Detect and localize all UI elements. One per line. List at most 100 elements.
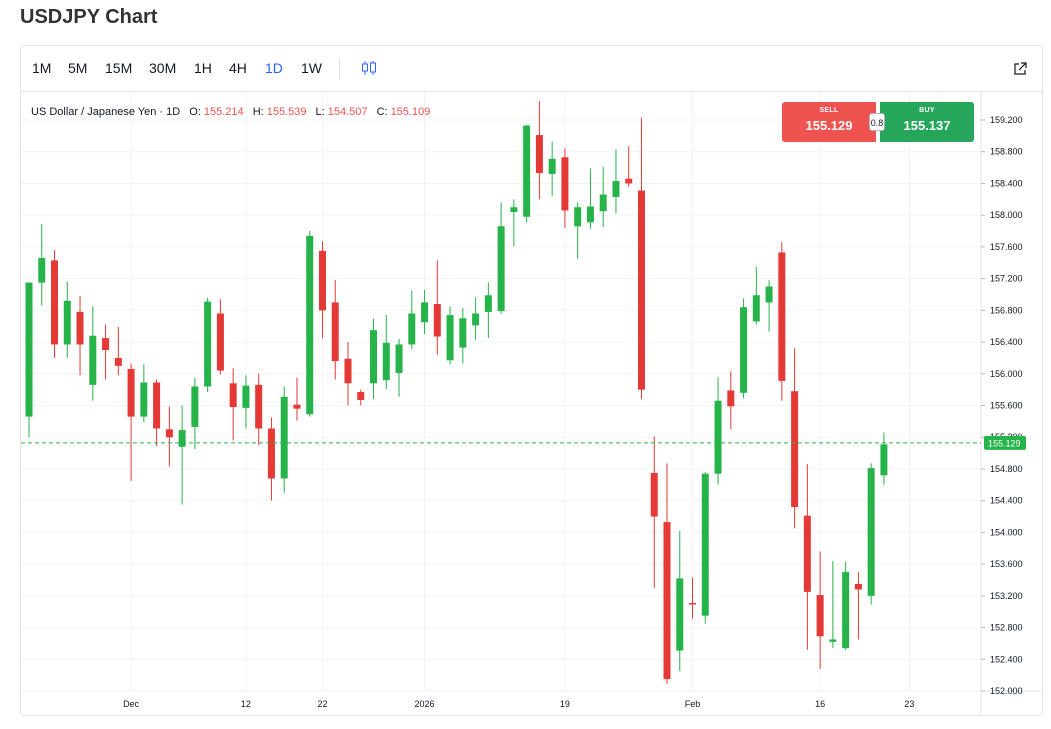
timeframe-1w[interactable]: 1W (301, 60, 322, 76)
y-tick-label: 153.200 (990, 591, 1023, 601)
candle-up (523, 125, 531, 217)
candle-down (803, 515, 811, 592)
x-tick-label: Dec (123, 699, 140, 709)
buy-price: 155.137 (903, 118, 951, 133)
candle-up (89, 335, 97, 385)
candle-up (306, 235, 314, 415)
x-tick-label: 23 (904, 699, 914, 709)
candle-up (204, 301, 212, 387)
candle-down (331, 302, 339, 362)
high-label: H: (252, 106, 264, 118)
candle-down (561, 157, 569, 211)
buy-label: BUY (919, 107, 935, 114)
candle-up (740, 307, 748, 393)
last-price-label: 155.129 (988, 438, 1021, 448)
candle-up (178, 430, 186, 447)
timeframe-30m[interactable]: 30M (149, 60, 177, 76)
x-tick-label: 12 (241, 699, 251, 709)
candle-down (165, 429, 173, 438)
y-tick-label: 159.200 (990, 115, 1023, 125)
candle-down (127, 369, 135, 417)
x-tick-label: Feb (685, 699, 701, 709)
toolbar-divider (339, 58, 340, 80)
candle-up (242, 385, 250, 408)
candle-up (676, 578, 684, 651)
candle-up (548, 158, 556, 174)
candle-up (510, 207, 518, 212)
candle-up (714, 400, 722, 474)
external-link-icon[interactable] (1012, 61, 1028, 77)
candle-down (267, 428, 275, 479)
buy-button[interactable]: BUY 155.137 (880, 102, 974, 142)
candles-icon[interactable] (360, 59, 378, 77)
high-value: 155.539 (266, 106, 307, 118)
candle-up (63, 300, 71, 345)
candle-up (382, 342, 390, 381)
candle-down (357, 392, 365, 400)
y-tick-label: 154.000 (990, 527, 1023, 537)
timeframe-4h[interactable]: 4H (229, 60, 247, 76)
y-tick-label: 156.000 (990, 369, 1023, 379)
x-tick-label: 19 (560, 699, 570, 709)
candle-down (293, 404, 301, 409)
candle-down (791, 391, 799, 508)
timeframe-5m[interactable]: 5M (68, 60, 88, 76)
chart-widget: 1M 5M 15M 30M 1H 4H 1D 1W 159.200 158.800… (20, 45, 1043, 716)
candle-down (102, 338, 110, 350)
candle-up (497, 226, 505, 312)
y-tick-label: 152.000 (990, 686, 1023, 696)
open-value: 155.214 (203, 106, 244, 118)
close-value: 155.109 (390, 106, 431, 118)
candle-up (612, 181, 620, 197)
y-tick-label: 152.400 (990, 654, 1023, 664)
candle-down (535, 135, 543, 174)
page-title: USDJPY Chart (20, 6, 158, 28)
y-tick-label: 155.600 (990, 401, 1023, 411)
candle-up (459, 318, 467, 348)
candle-up (574, 207, 582, 227)
candlestick-chart[interactable]: 159.200 158.800 158.400 158.000 157.600 157.2… (21, 46, 1042, 715)
symbol-label: US Dollar / Japanese Yen · 1D (31, 106, 181, 118)
candle-down (637, 190, 645, 390)
candle-down (663, 522, 671, 680)
candle-up (586, 206, 594, 223)
timeframe-1d[interactable]: 1D (265, 60, 283, 76)
candle-up (752, 295, 760, 322)
candle-down (255, 384, 263, 429)
sell-button[interactable]: SELL 155.129 (782, 102, 876, 142)
candle-up (446, 315, 454, 361)
timeframe-1m[interactable]: 1M (32, 60, 52, 76)
candle-up (370, 330, 378, 384)
candle-up (701, 473, 709, 616)
y-tick-label: 153.600 (990, 559, 1023, 569)
timeframe-15m[interactable]: 15M (105, 60, 133, 76)
y-tick-label: 156.800 (990, 305, 1023, 315)
ohlc-legend: US Dollar / Japanese Yen · 1D O: 155.214 … (31, 106, 430, 118)
timeframe-1h[interactable]: 1H (194, 60, 212, 76)
candle-up (765, 286, 773, 303)
y-tick-label: 157.600 (990, 242, 1023, 252)
candle-down (854, 583, 862, 590)
candle-up (880, 444, 888, 476)
sell-price: 155.129 (805, 118, 853, 133)
candle-up (484, 295, 492, 312)
candle-down (727, 390, 735, 407)
y-tick-label: 158.400 (990, 178, 1023, 188)
chart-toolbar: 1M 5M 15M 30M 1H 4H 1D 1W (21, 46, 1042, 92)
y-tick-label: 158.800 (990, 147, 1023, 157)
candle-up (395, 344, 403, 373)
candle-down (344, 358, 352, 384)
candle-up (842, 572, 850, 649)
candle-down (433, 303, 441, 337)
candle-down (318, 250, 326, 311)
y-tick-label: 157.200 (990, 274, 1023, 284)
close-label: C: (376, 106, 388, 118)
candle-up (38, 257, 46, 283)
y-tick-label: 154.400 (990, 496, 1023, 506)
candle-down (229, 383, 237, 408)
y-tick-label: 156.400 (990, 337, 1023, 347)
candle-down (625, 178, 633, 184)
last-price-badge (984, 435, 1026, 450)
x-tick-label: 22 (317, 699, 327, 709)
y-tick-label: 154.800 (990, 464, 1023, 474)
